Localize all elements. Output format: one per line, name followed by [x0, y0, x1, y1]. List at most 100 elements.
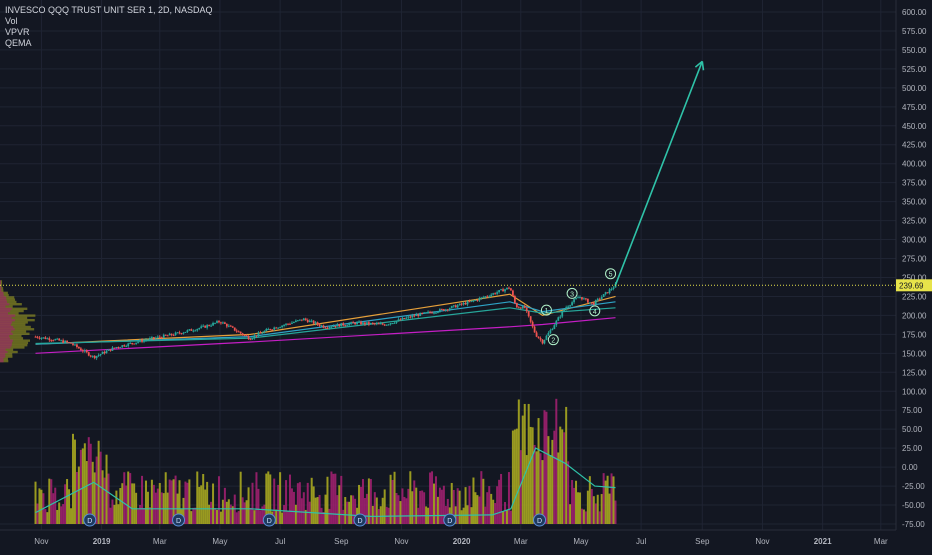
volume-bar — [103, 477, 106, 524]
candle-body — [152, 337, 155, 339]
price-tick-label: 350.00 — [902, 198, 927, 207]
volume-bar — [523, 403, 526, 524]
volume-bar — [249, 507, 252, 524]
candle-body — [606, 292, 609, 294]
volume-bar — [60, 506, 63, 524]
candle-body — [145, 339, 147, 341]
candle-body — [147, 339, 149, 341]
volume-bar — [381, 497, 384, 524]
candle-body — [435, 312, 437, 314]
candle-body — [216, 321, 218, 323]
candle-body — [437, 311, 439, 313]
volume-bar — [610, 473, 613, 524]
time-tick-label: Jul — [636, 537, 646, 546]
volume-bar — [77, 466, 80, 524]
candle-body — [172, 335, 175, 337]
volume-bar — [107, 473, 110, 524]
price-tick-label: 125.00 — [902, 368, 927, 377]
volume-bar — [399, 501, 402, 524]
vpvr-bar — [0, 330, 27, 333]
volume-bar — [533, 444, 536, 524]
candle-body — [561, 311, 564, 317]
candle-body — [249, 339, 252, 341]
candle-body — [472, 300, 475, 302]
volume-bar — [592, 496, 595, 524]
candle-body — [464, 302, 467, 305]
vpvr-bar — [0, 316, 12, 320]
time-tick-label: 2020 — [453, 537, 471, 546]
projection-arrowhead — [701, 61, 705, 71]
vpvr-bar — [0, 353, 13, 356]
candle-body — [225, 323, 228, 327]
candle-body — [519, 307, 522, 309]
volume-bar — [450, 482, 453, 524]
volume-bar — [614, 500, 617, 524]
volume-bar — [563, 432, 566, 524]
volume-bar — [219, 511, 222, 524]
volume-bar — [480, 471, 483, 524]
candle-body — [150, 337, 153, 339]
candle-body — [610, 288, 613, 290]
candle-body — [164, 334, 167, 336]
candle-body — [52, 340, 55, 342]
volume-bar — [596, 494, 599, 524]
volume-bar — [259, 510, 262, 524]
candle-body — [233, 327, 236, 331]
candle-body — [541, 339, 544, 344]
volume-bar — [590, 488, 593, 524]
volume-bar — [360, 486, 363, 524]
volume-bar — [580, 508, 583, 524]
candle-body — [281, 325, 283, 328]
vpvr-bar — [0, 357, 4, 361]
candle-body — [377, 323, 380, 325]
price-tick-label: 50.00 — [902, 425, 923, 434]
candle-body — [267, 328, 270, 330]
volume-bar — [577, 492, 580, 524]
wave-label: 1 — [544, 308, 548, 315]
candle-body — [314, 322, 317, 324]
candle-body — [334, 325, 337, 327]
candle-body — [182, 332, 185, 334]
candle-body — [131, 342, 134, 344]
volume-bar — [184, 481, 187, 524]
volume-bar — [196, 471, 199, 524]
candle-body — [275, 327, 278, 329]
volume-bar — [148, 507, 151, 524]
candle-body — [222, 322, 224, 324]
candle-body — [194, 330, 197, 332]
candle-body — [346, 325, 349, 327]
candle-body — [592, 302, 595, 305]
vpvr-bar — [0, 350, 18, 354]
dividend-marker — [443, 513, 457, 527]
volume-bar — [478, 496, 481, 524]
volume-bar — [403, 496, 406, 524]
candle-body — [304, 318, 307, 320]
volume-bar — [498, 479, 501, 524]
candle-body — [567, 306, 570, 308]
volume-bar — [101, 470, 104, 524]
vpvr-bar — [0, 284, 1, 288]
candle-body — [373, 323, 376, 325]
candle-body — [113, 347, 116, 349]
vpvr-bar — [0, 284, 3, 288]
volume-bar — [529, 426, 532, 524]
candle-body — [462, 302, 465, 305]
candle-body — [336, 324, 339, 327]
vpvr-bar — [0, 328, 35, 331]
volume-bar — [139, 504, 142, 524]
vpvr-bar — [0, 325, 31, 329]
candle-body — [235, 330, 238, 332]
volume-bar — [415, 487, 418, 524]
candle-body — [454, 305, 457, 308]
volume-bar — [267, 471, 270, 524]
volume-bar — [239, 471, 242, 524]
candles — [34, 281, 617, 361]
volume-bar — [496, 486, 499, 524]
candle-body — [553, 325, 556, 329]
volume-bar — [363, 498, 366, 524]
candle-body — [237, 331, 240, 333]
candle-body — [257, 332, 260, 336]
